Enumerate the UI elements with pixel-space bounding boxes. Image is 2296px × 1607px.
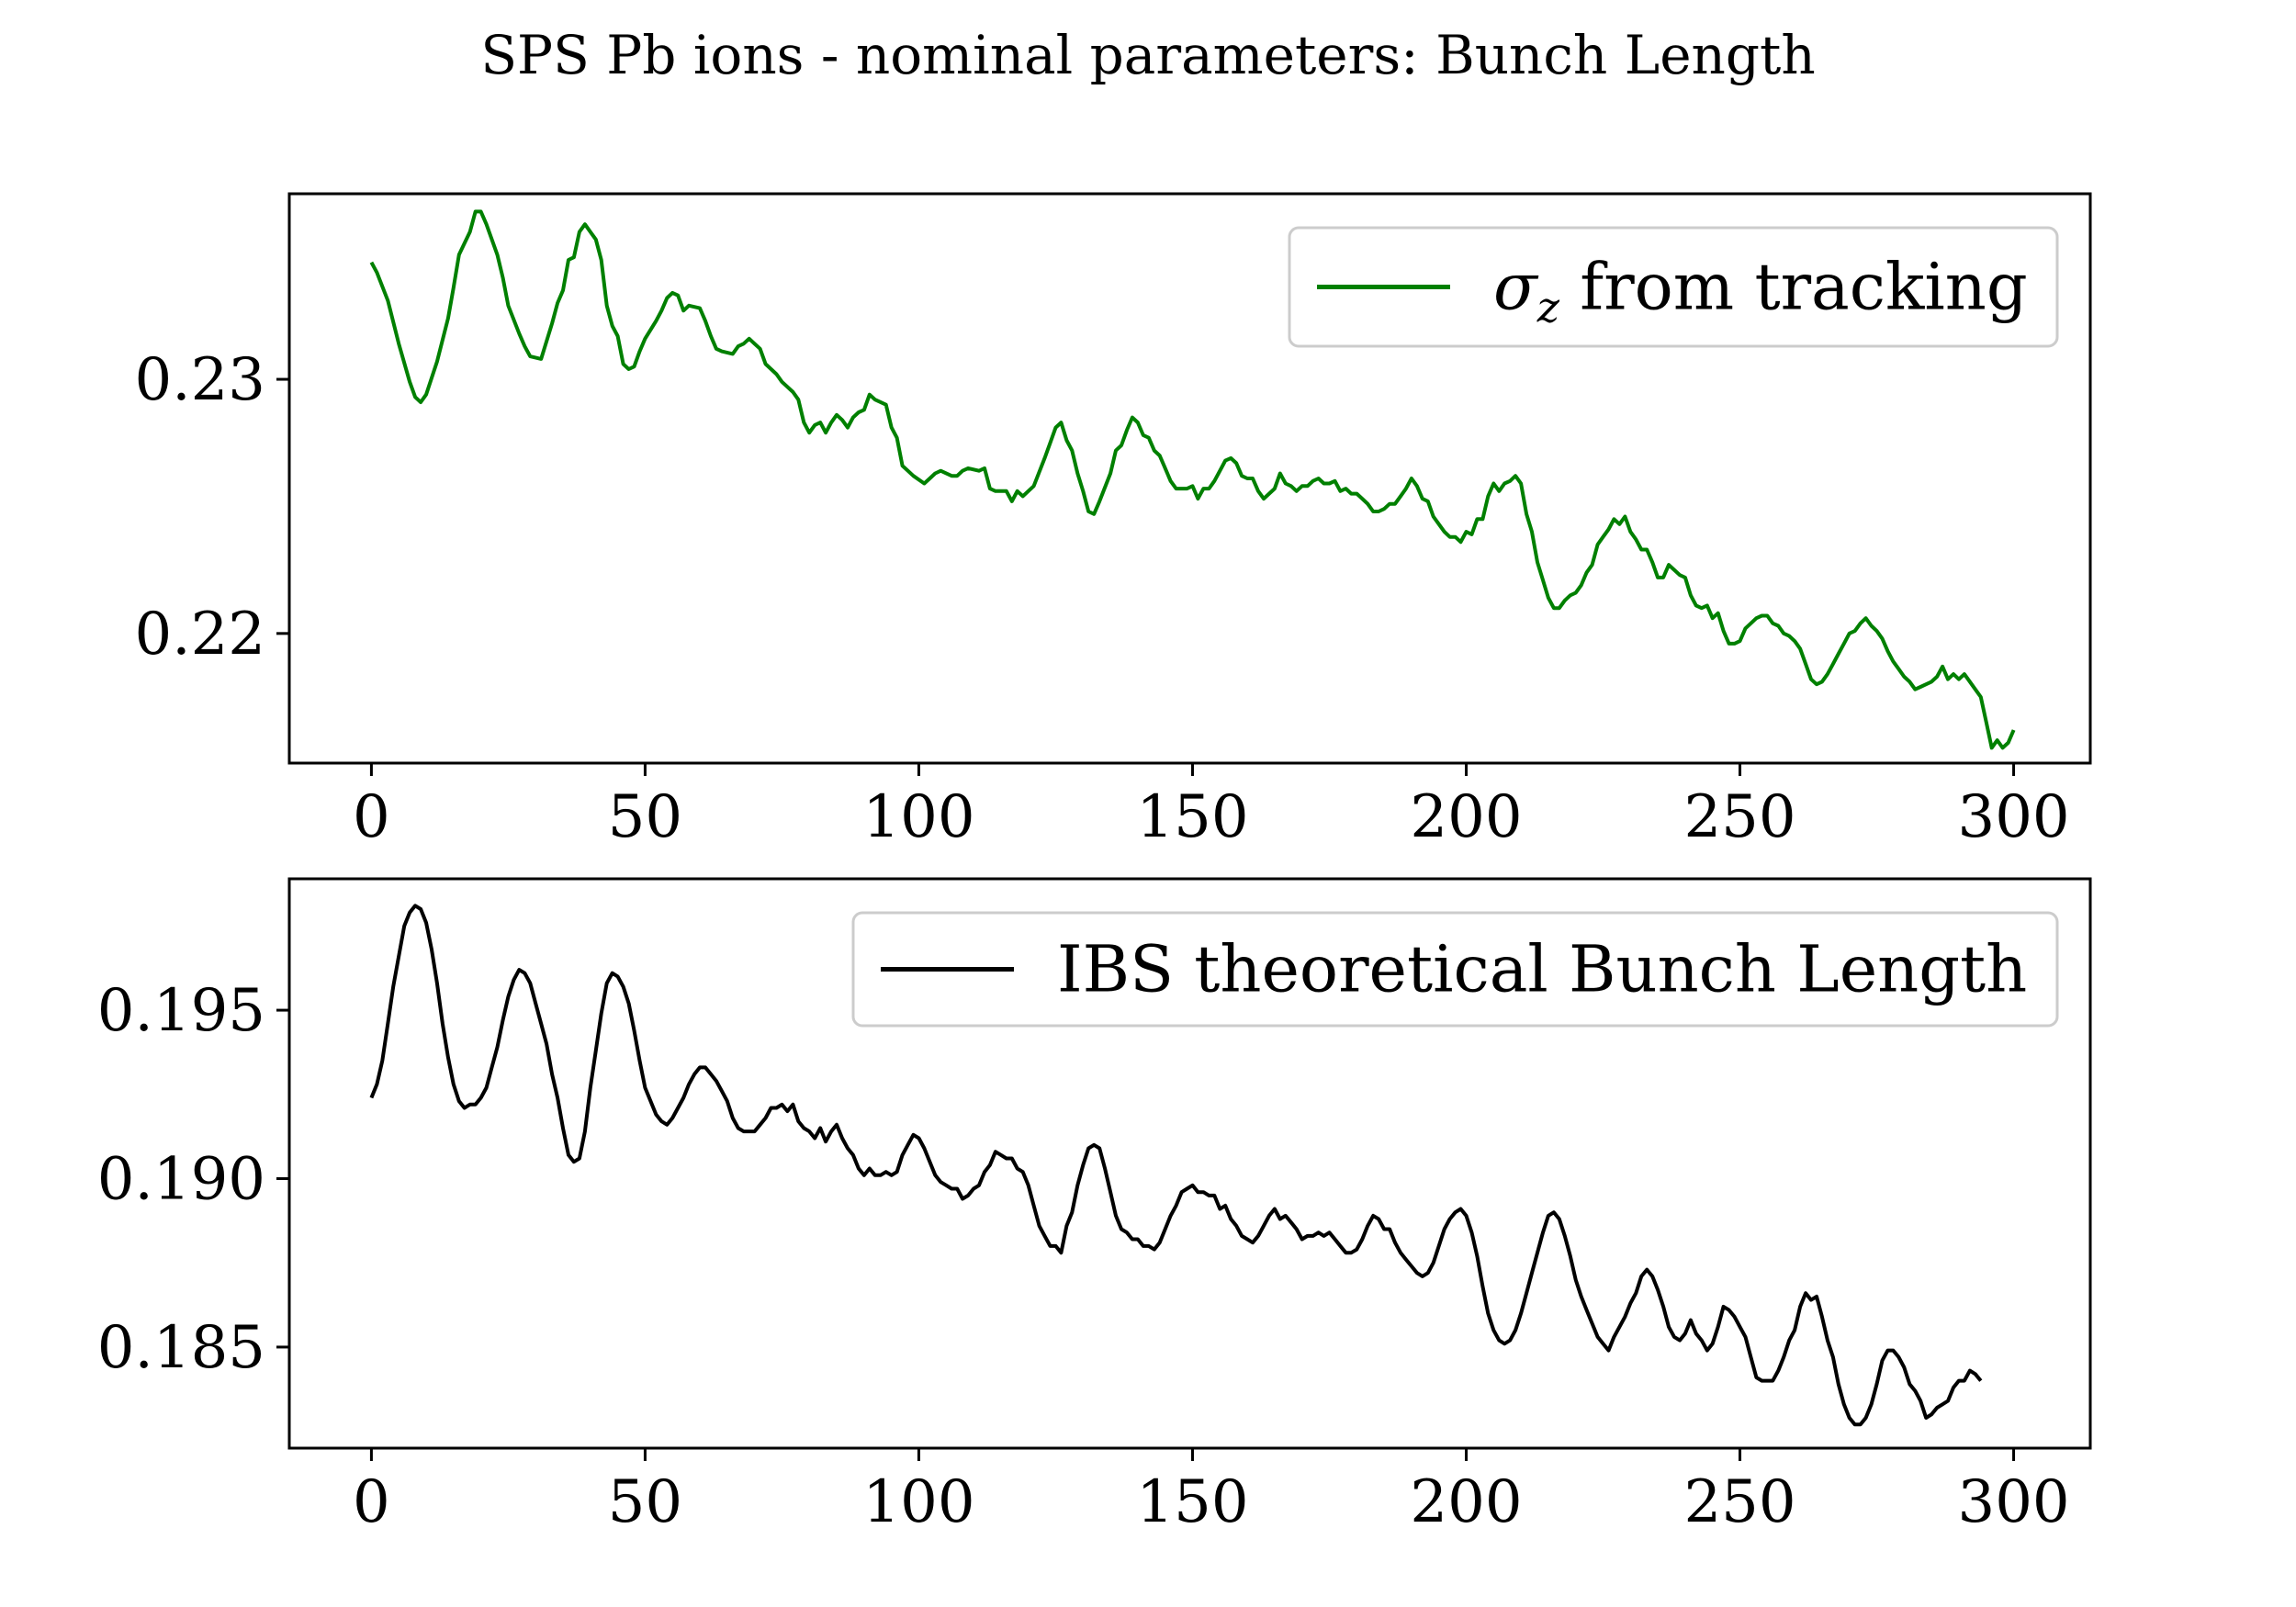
legend-label: IBS theoretical Bunch Length (1057, 932, 2027, 1007)
figure-title: SPS Pb ions - nominal parameters: Bunch … (480, 24, 1815, 86)
x-tick-label: 300 (1957, 783, 2069, 851)
x-tick-label: 100 (862, 1468, 974, 1536)
bottom-subplot: 0 50 100 150 200 250 300 0.185 0.190 0.195 IBS the… (97, 877, 2092, 1536)
x-tick-label: 200 (1410, 1468, 1522, 1536)
x-tick-label: 50 (608, 783, 682, 851)
y-tick-label: 0.23 (135, 346, 266, 414)
series-line-0 (369, 209, 2016, 750)
legend-label: σz from tracking (1493, 250, 2028, 332)
x-tick-label: 300 (1957, 1468, 2069, 1536)
legend: IBS theoretical Bunch Length (851, 911, 2059, 1028)
x-tick-label: 0 (353, 1468, 390, 1536)
y-tick-label: 0.22 (135, 601, 266, 669)
x-tick-label: 100 (862, 783, 974, 851)
y-tick-label: 0.195 (97, 977, 265, 1045)
x-tick-label: 200 (1410, 783, 1522, 851)
x-tick-label: 0 (353, 783, 390, 851)
legend: σz from tracking (1288, 226, 2059, 348)
x-tick-label: 250 (1683, 1468, 1795, 1536)
x-tick-label: 150 (1136, 1468, 1248, 1536)
axes-frame (287, 192, 2092, 765)
y-tick-label: 0.185 (97, 1314, 265, 1382)
x-tick-label: 250 (1683, 783, 1795, 851)
top-subplot: 0 50 100 150 200 250 300 0.22 0.23 σz from tracki… (135, 192, 2092, 851)
axes-frame (287, 877, 2092, 1450)
legend-box (851, 911, 2059, 1028)
series-line-0 (369, 904, 1983, 1427)
legend-box (1288, 226, 2059, 348)
x-tick-label: 150 (1136, 783, 1248, 851)
y-tick-label: 0.190 (97, 1146, 265, 1214)
x-tick-label: 50 (608, 1468, 682, 1536)
